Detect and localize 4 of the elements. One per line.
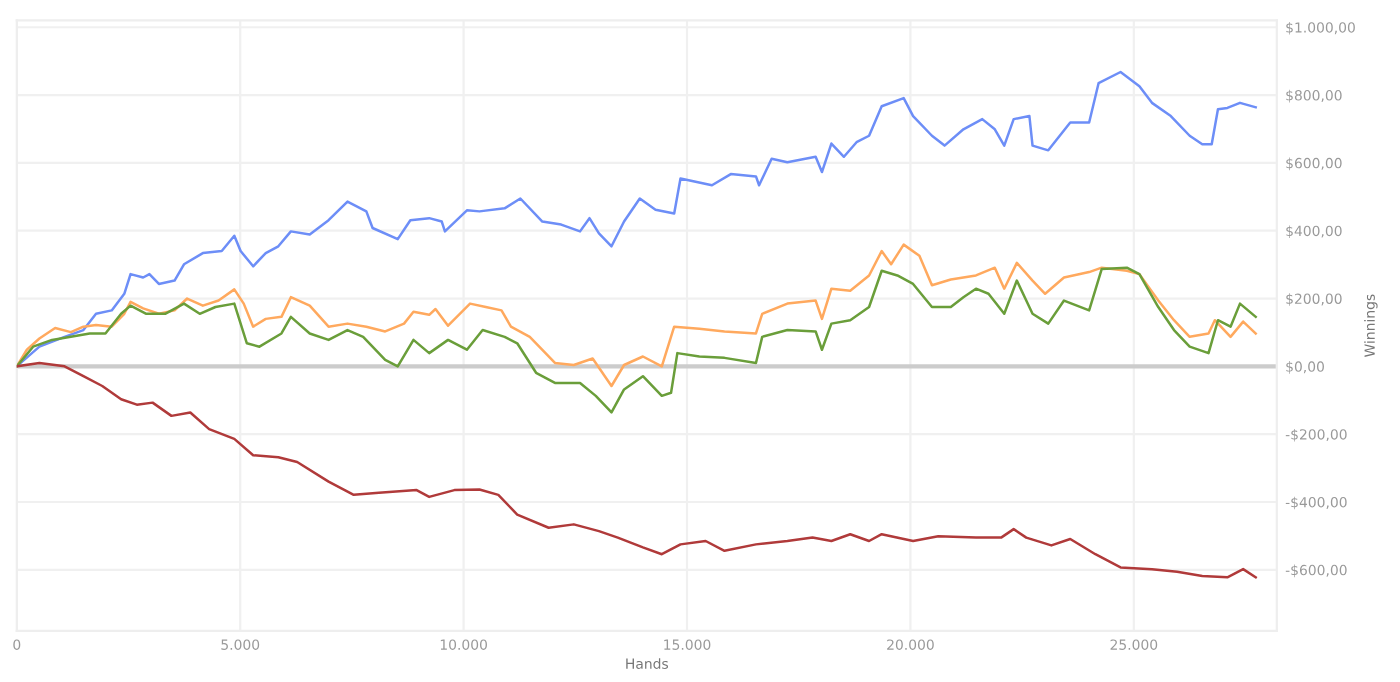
line-series [16, 243, 1257, 388]
line-series [16, 70, 1257, 368]
line-series [16, 266, 1257, 414]
line-series [16, 361, 1257, 579]
